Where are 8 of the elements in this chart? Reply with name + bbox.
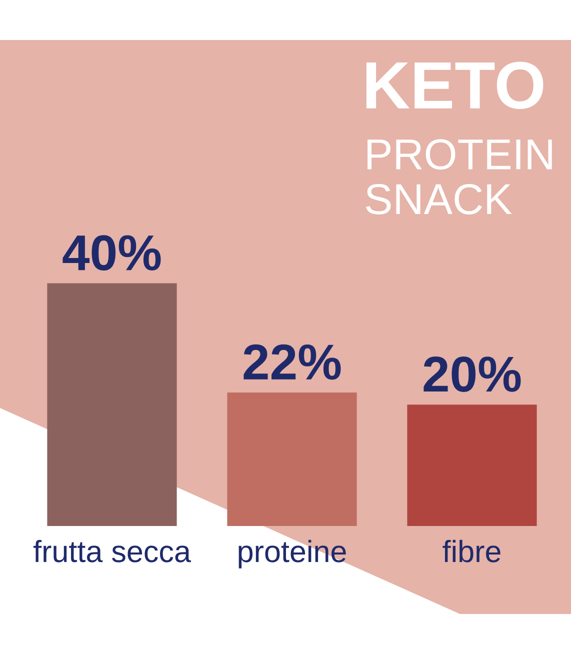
data-label: 40% xyxy=(62,235,161,271)
data-label: 20% xyxy=(424,356,521,392)
chart-title: KETO xyxy=(366,62,544,109)
x-tick-label: fibre xyxy=(442,540,500,562)
data-label: 22% xyxy=(244,344,341,380)
x-tick-label: proteine xyxy=(238,540,346,568)
chart-subtitle: PROTEIN SNACK xyxy=(366,139,552,214)
x-tick-label: frutta secca xyxy=(33,540,191,562)
